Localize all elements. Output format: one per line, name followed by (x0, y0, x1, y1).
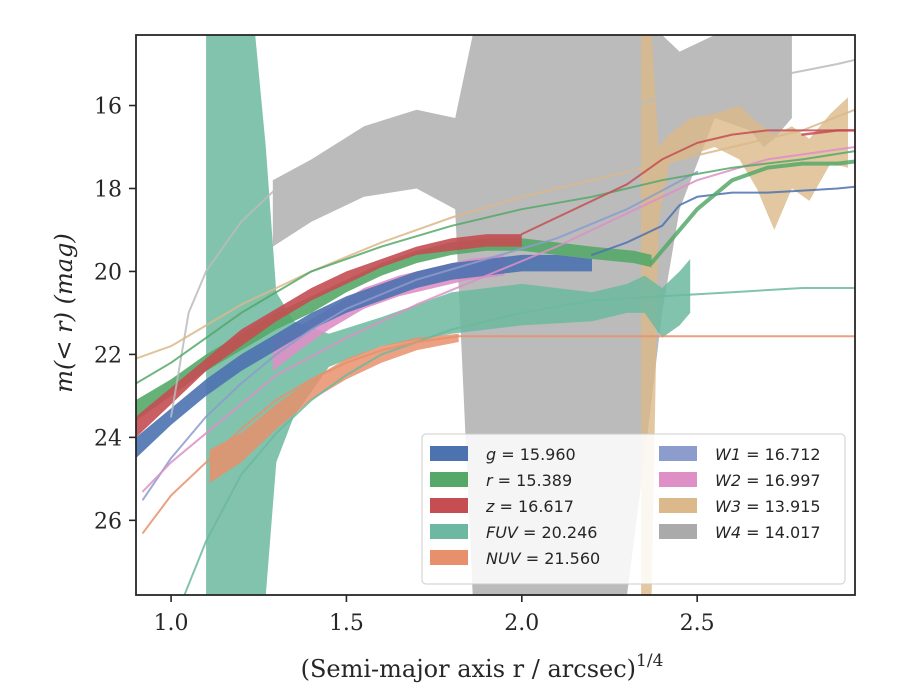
legend-swatch-z (430, 498, 468, 513)
series-r-line (136, 150, 855, 385)
x-tick-label: 1.5 (329, 611, 364, 636)
series-w3-band (641, 35, 848, 595)
x-tick-label: 1.0 (154, 611, 189, 636)
x-axis-label-exponent: 1/4 (636, 651, 663, 671)
legend-swatch-g (430, 446, 468, 461)
legend-swatch-w4 (659, 524, 697, 539)
y-axis-label: m(< r) (mag) (50, 233, 78, 392)
legend-swatch-w3 (659, 498, 697, 513)
axes: 1.0 1.5 2.0 2.5 16 18 20 22 24 26 (94, 95, 715, 636)
series-g-band (136, 254, 592, 459)
legend: g = 15.960 r = 15.389 z = 16.617 FUV = 20.2… (421, 433, 846, 585)
legend-label-w1: W1 = 16.712 (715, 445, 821, 464)
x-tick-label: 2.5 (680, 611, 715, 636)
series-z-line (520, 129, 855, 236)
y-tick-label: 16 (94, 95, 122, 120)
series-w3-line (136, 108, 855, 360)
legend-label-w3: W3 = 13.915 (715, 497, 821, 516)
legend-swatch-w1 (659, 446, 697, 461)
series-nuv-line (142, 335, 855, 534)
legend-label-fuv: FUV = 20.246 (486, 523, 597, 542)
legend-label-w2: W2 = 16.997 (715, 471, 821, 490)
series-fuv-band (206, 35, 691, 595)
legend-label-z: z = 16.617 (485, 497, 574, 516)
legend-swatch-w2 (659, 472, 697, 487)
series-r-band (136, 238, 652, 421)
legend-swatch-r (430, 472, 468, 487)
series-w2-band (272, 254, 505, 371)
legend-swatch-nuv (430, 550, 468, 565)
y-tick-label: 26 (94, 509, 122, 534)
series-fuv-line (183, 287, 855, 595)
series-r-line (649, 159, 855, 266)
legend-label-w4: W4 = 14.017 (715, 523, 821, 542)
x-axis-label: (Semi-major axis r / arcsec)1/4 (301, 651, 664, 683)
legend-label-nuv: NUV = 21.560 (486, 549, 600, 568)
y-tick-label: 20 (94, 260, 122, 285)
legend-label-g: g = 15.960 (486, 445, 576, 464)
legend-label-r: r = 15.389 (486, 471, 572, 490)
series-w2-line (142, 146, 855, 493)
y-tick-label: 24 (94, 426, 122, 451)
series-w1-line (142, 170, 699, 501)
legend-box (421, 433, 846, 585)
plot-frame (135, 34, 856, 596)
series-w4-line (170, 58, 855, 418)
plot-area (136, 35, 855, 595)
x-axis-label-main: (Semi-major axis r / arcsec) (301, 655, 636, 683)
y-tick-label: 22 (94, 343, 122, 368)
x-tick-label: 2.0 (504, 611, 539, 636)
y-tick-label: 18 (94, 177, 122, 202)
series-z-line (801, 129, 855, 136)
legend-swatch-fuv (430, 524, 468, 539)
